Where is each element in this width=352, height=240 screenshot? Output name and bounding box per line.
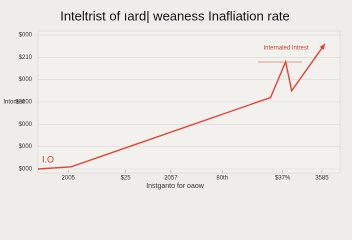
y-tick-label: $000 [19,77,33,83]
y-tick-label: $210 [19,55,33,61]
y-tick-label: $000 [19,144,33,150]
x-tick-label: $25 [121,176,132,182]
line [37,43,326,170]
annotation: I.O [42,154,54,164]
arrow-head [319,43,325,50]
x-tick-label: $37% [275,176,291,182]
y-tick-label: $3000 [15,100,32,106]
y-axis-label: Intonest [3,100,25,106]
x-tick-label: 3585 [315,176,329,182]
y-tick-label: $000 [19,33,33,39]
chart-title: Inteltrist of ıard| weaness Inafliation … [60,8,290,23]
y-tick-label: $000 [19,167,33,173]
x-axis-label: Instganto for oaow [146,183,205,190]
x-tick-label: 2005 [62,176,76,182]
annotation: Internaled Intrest [263,46,308,52]
page: {"chart_data": {"type": "line", "title":… [3,8,341,190]
y-tick-label: $000 [19,122,33,128]
x-tick-label: 80th [216,176,228,182]
chart: Inteltrist of ıard| weaness Inafliation … [3,8,341,190]
x-tick-label: 2057 [164,176,178,182]
